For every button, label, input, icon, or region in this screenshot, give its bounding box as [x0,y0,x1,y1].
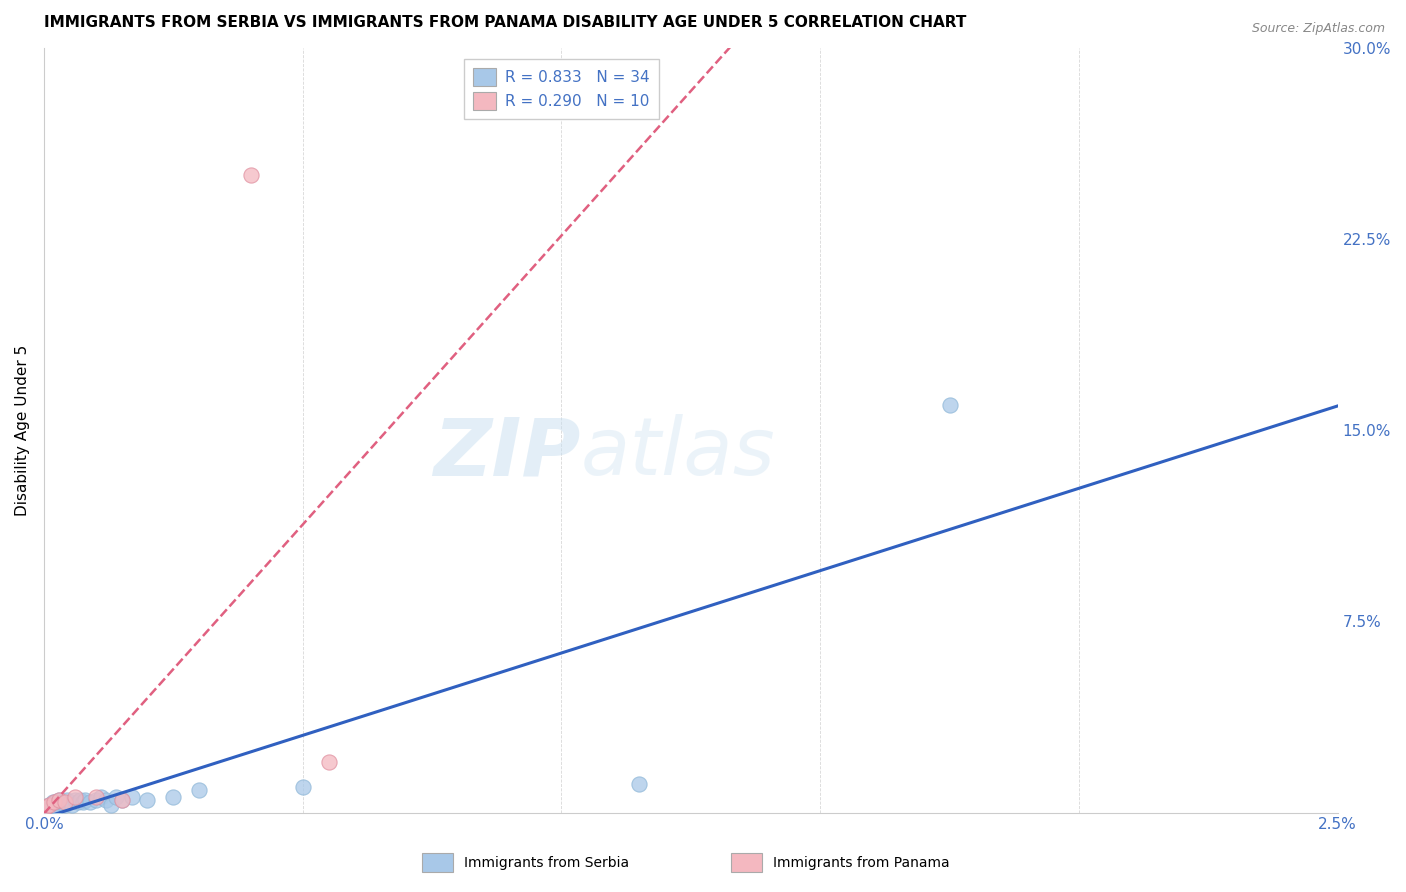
Point [938,398,960,412]
Point [59,795,82,809]
Text: ZIP: ZIP [433,414,581,492]
Bar [731,853,762,872]
Point [110,793,132,807]
Text: IMMIGRANTS FROM SERBIA VS IMMIGRANTS FROM PANAMA DISABILITY AGE UNDER 5 CORRELAT: IMMIGRANTS FROM SERBIA VS IMMIGRANTS FRO… [44,15,966,30]
Point [84,790,107,805]
Point [63,793,86,807]
Text: Source: ZipAtlas.com: Source: ZipAtlas.com [1251,22,1385,36]
Point [136,793,159,807]
Point [35,800,58,814]
Point [53,797,76,812]
Point [627,777,650,791]
Point [45,800,67,814]
Point [105,790,128,805]
Point [188,782,211,797]
Point [38,797,60,812]
Point [44,795,66,809]
Point [90,790,112,805]
Point [239,169,262,183]
Point [110,793,132,807]
Point [56,793,79,807]
Point [60,797,83,812]
Point [66,795,89,809]
Point [44,795,66,809]
Point [39,800,62,814]
Point [37,803,59,817]
Point [84,793,107,807]
Point [162,790,184,805]
Text: Immigrants from Panama: Immigrants from Panama [773,855,950,870]
Legend: R = 0.833   N = 34, R = 0.290   N = 10: R = 0.833 N = 34, R = 0.290 N = 10 [464,59,659,119]
Point [75,793,97,807]
Point [291,780,314,794]
Point [69,793,91,807]
Point [35,800,58,814]
Point [48,793,70,807]
Point [44,797,66,812]
Text: atlas: atlas [581,414,776,492]
Point [48,793,70,807]
Point [72,795,94,809]
Point [63,790,86,805]
Point [38,797,60,812]
Point [51,795,73,809]
Point [42,795,65,809]
Point [318,755,340,769]
Point [94,793,117,807]
Point [79,795,101,809]
Point [121,790,143,805]
Point [100,797,122,812]
Y-axis label: Disability Age Under 5: Disability Age Under 5 [15,344,30,516]
Bar [422,853,453,872]
Point [53,795,76,809]
Text: Immigrants from Serbia: Immigrants from Serbia [464,855,628,870]
Point [41,797,63,812]
